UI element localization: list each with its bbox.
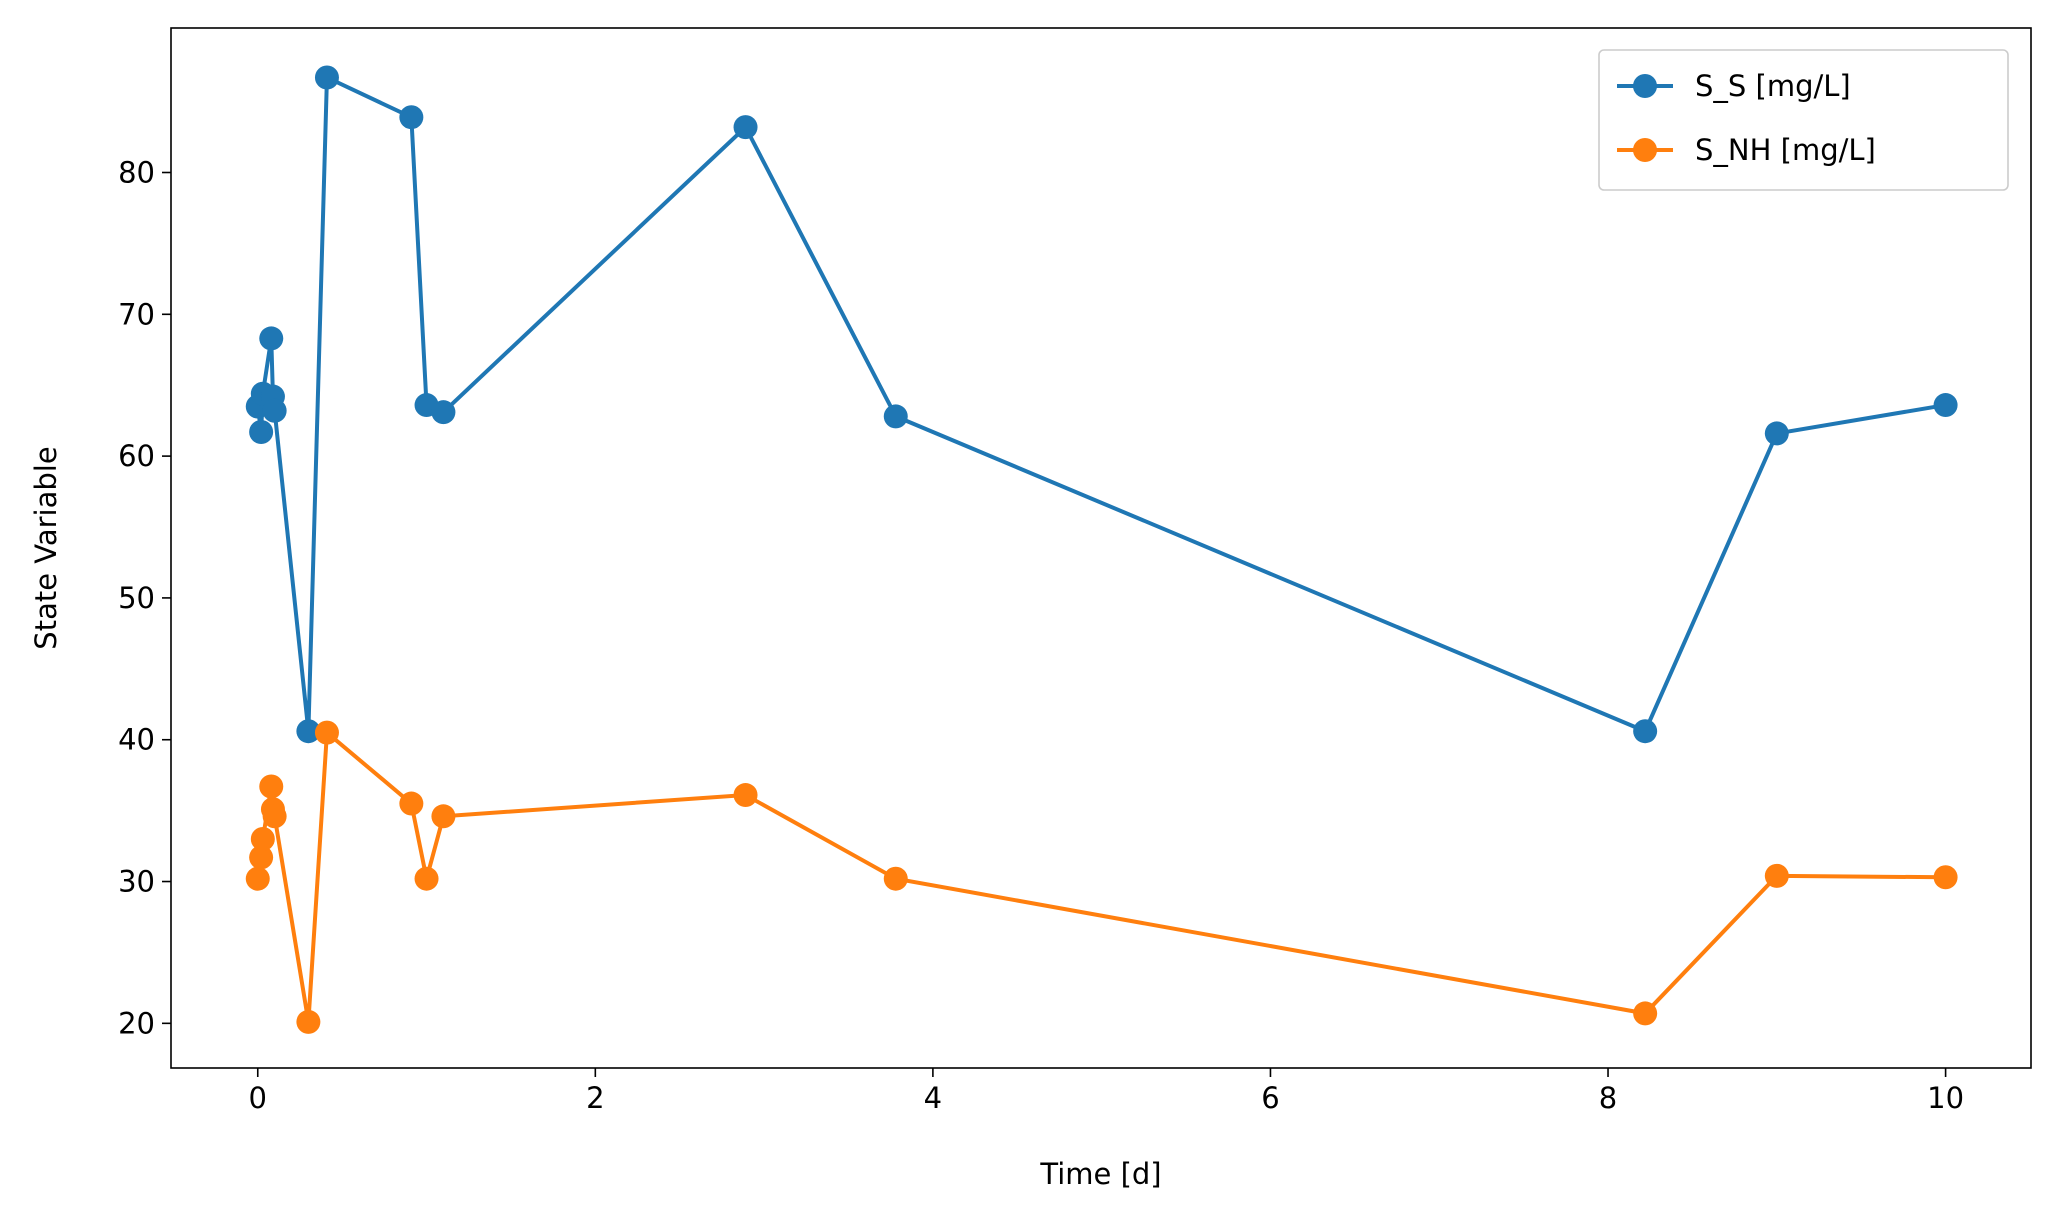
point [1633,719,1658,744]
y-tick-label: 80 [118,155,155,189]
y-axis-label: State Variable [29,446,63,649]
x-tick-label: 10 [1927,1081,1964,1115]
point [259,326,284,351]
point [883,404,908,429]
point [883,866,908,891]
x-tick-label: 0 [249,1081,267,1115]
legend-marker [1633,138,1657,162]
axes-frame [170,27,2032,1069]
x-tick-label: 2 [586,1081,604,1115]
point [249,420,274,445]
point [1933,393,1958,418]
legend-label: S_S [mg/L] [1695,69,1851,103]
point [262,804,287,829]
series-line [255,728,1946,1023]
point [296,1009,321,1034]
x-tick-label: 8 [1599,1081,1617,1115]
series-line [255,74,1946,734]
x-tick-label: 4 [924,1081,942,1115]
y-tick-label: 70 [118,297,155,331]
point [249,845,274,870]
y-tick-label: 30 [118,865,155,899]
point [1764,421,1789,446]
point [262,398,287,423]
y-tick-label: 20 [118,1006,155,1040]
point [431,804,456,829]
point [399,791,424,816]
point [431,400,456,425]
x-axis-label: Time [d] [1039,1157,1161,1191]
point [1764,863,1789,888]
point [1933,865,1958,890]
point [250,826,275,851]
point [314,65,339,90]
point [733,115,758,140]
point [733,783,758,808]
y-tick-label: 40 [118,723,155,757]
point [296,719,321,744]
point [314,720,339,745]
legend-marker [1633,74,1657,98]
x-tick-label: 6 [1261,1081,1279,1115]
point [399,105,424,130]
legend-label: S_NH [mg/L] [1695,133,1876,167]
y-tick-label: 60 [118,439,155,473]
legend-box [1598,49,2009,191]
point [259,774,284,799]
point [1633,1001,1658,1026]
y-tick-label: 50 [118,581,155,615]
point [414,866,439,891]
point [245,866,270,891]
